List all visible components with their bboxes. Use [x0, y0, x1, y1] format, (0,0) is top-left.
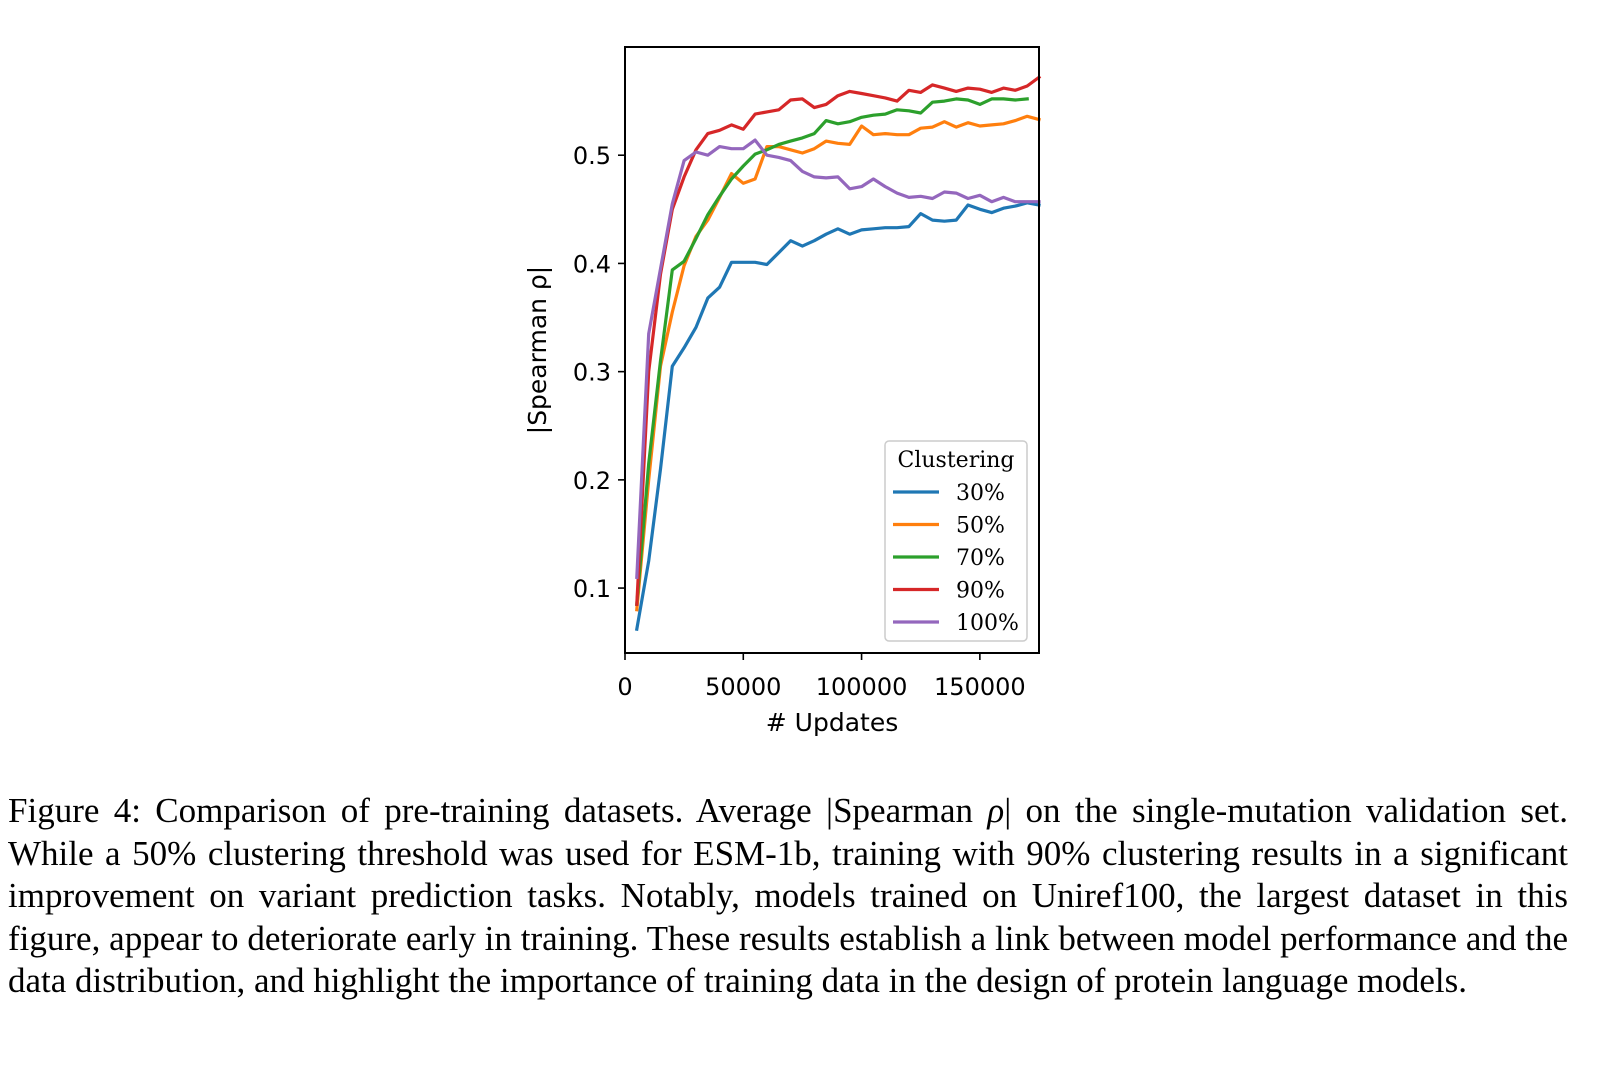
x-tick-label: 150000: [934, 673, 1026, 701]
y-tick-label: 0.3: [573, 359, 611, 387]
y-axis-label: |Spearman ρ|: [523, 266, 552, 434]
x-axis-label: # Updates: [766, 708, 898, 737]
axes-frame: [624, 46, 1040, 654]
y-tick-label: 0.2: [573, 467, 611, 495]
series-line-30pct: [634, 201, 1041, 632]
legend-label-30pct: 30%: [956, 481, 1005, 506]
caption-text-1: Comparison of pre-training datasets. Ave…: [140, 791, 988, 830]
legend: Clustering 30% 50% 70% 90% 100%: [884, 440, 1028, 642]
legend-entries: 30% 50% 70% 90% 100%: [893, 481, 1019, 636]
figure-caption: Figure 4: Comparison of pre-training dat…: [8, 790, 1568, 1003]
caption-text-2: | on the single-mutation validation set.…: [8, 791, 1568, 1001]
legend-title: Clustering: [898, 448, 1015, 473]
y-axis-ticks: 0.1 0.2 0.3 0.4 0.5: [573, 142, 625, 603]
x-tick-label: 0: [617, 673, 632, 701]
caption-rho-symbol: ρ: [987, 791, 1005, 830]
x-tick-label: 100000: [816, 673, 908, 701]
legend-label-90pct: 90%: [956, 579, 1005, 604]
x-axis-ticks: 0 50000 100000 150000: [617, 653, 1026, 701]
y-tick-label: 0.1: [573, 575, 611, 603]
y-tick-label: 0.5: [573, 142, 611, 170]
legend-label-70pct: 70%: [956, 546, 1005, 571]
x-tick-label: 50000: [705, 673, 781, 701]
figure-4-chart: 0 50000 100000 150000 0.1 0.2 0.3 0.4 0.5 # Upd…: [523, 46, 1042, 737]
legend-label-50pct: 50%: [956, 514, 1005, 539]
series-line-70pct: [635, 97, 1029, 607]
plot-lines: [634, 75, 1042, 632]
y-tick-label: 0.4: [573, 250, 611, 278]
caption-label: Figure 4:: [8, 791, 141, 830]
legend-label-100pct: 100%: [956, 611, 1019, 636]
series-line-100pct: [635, 138, 1041, 579]
series-line-90pct: [635, 75, 1042, 606]
